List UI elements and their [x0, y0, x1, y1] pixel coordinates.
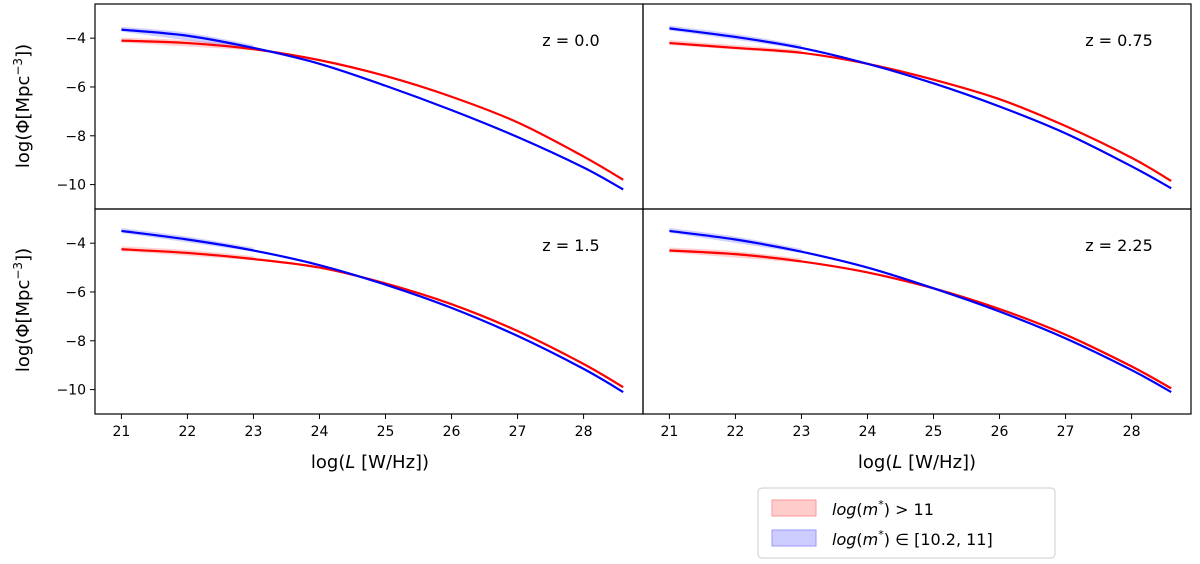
series-line-panel-1-red [669, 41, 1172, 182]
legend-label-0: log(m*) > 11 [832, 498, 934, 519]
panel-2: z = 1.5 [121, 228, 624, 393]
ytick-label: −8 [65, 129, 86, 145]
ytick-label: −6 [65, 80, 86, 96]
panel-label-2: z = 1.5 [542, 236, 599, 255]
legend-swatch-blue [771, 529, 817, 547]
xtick-label: 22 [179, 424, 197, 440]
panel-label-1: z = 0.75 [1085, 31, 1153, 50]
series-line-panel-2-blue [121, 229, 624, 393]
ytick-label: −4 [65, 236, 86, 252]
panel-0: z = 0.0 [121, 26, 624, 191]
legend-frame [757, 487, 1056, 559]
legend-swatch-red [771, 499, 817, 517]
ytick-label: −8 [65, 334, 86, 350]
xtick-label: 27 [509, 424, 527, 440]
xlabel-right: log(L [W/Hz]) [858, 452, 976, 473]
xtick-label: 22 [727, 424, 745, 440]
series-line-panel-2-red [121, 248, 624, 389]
ylabel-bottom: log(Φ[Mpc−3]) [11, 248, 34, 372]
xtick-label: 25 [377, 424, 395, 440]
panel-1: z = 0.75 [669, 25, 1172, 190]
axes-layer: −4 −6 −8 −10 −4 −6 −8 −10 21 22 23 24 25 26 27 28 21 22 23… [56, 3, 1192, 440]
xtick-label: 25 [925, 424, 943, 440]
panel-label-0: z = 0.0 [542, 31, 599, 50]
series-line-panel-0-blue [121, 28, 624, 191]
ylabel-top: log(Φ[Mpc−3]) [11, 44, 34, 168]
legend-label-1: log(m*) ∈ [10.2, 11] [832, 528, 993, 549]
xtick-label: 23 [245, 424, 263, 440]
xtick-label: 26 [443, 424, 461, 440]
panel-3: z = 2.25 [669, 228, 1172, 394]
panels-layer: z = 0.0 z = 0.75 z = 1.5 z = 2.25 [121, 25, 1172, 394]
xtick-label: 28 [1123, 424, 1141, 440]
xtick-label: 23 [793, 424, 811, 440]
legend: log(m*) > 11 log(m*) ∈ [10.2, 11] [757, 487, 1056, 559]
series-line-panel-0-red [121, 39, 624, 181]
series-line-panel-1-blue [669, 27, 1172, 190]
xtick-label: 21 [112, 424, 130, 440]
ytick-label: −10 [56, 178, 86, 194]
xlabel-left: log(L [W/Hz]) [311, 452, 429, 473]
xtick-label: 24 [311, 424, 329, 440]
ytick-label: −4 [65, 31, 86, 47]
xtick-label: 28 [575, 424, 593, 440]
xtick-label: 26 [991, 424, 1009, 440]
series-line-panel-3-blue [669, 229, 1172, 394]
panel-label-3: z = 2.25 [1085, 236, 1153, 255]
xtick-label: 21 [660, 424, 678, 440]
panel-frame-3 [642, 208, 1192, 415]
ytick-label: −10 [56, 383, 86, 399]
ytick-label: −6 [65, 285, 86, 301]
xtick-label: 24 [859, 424, 877, 440]
xtick-label: 27 [1057, 424, 1075, 440]
series-line-panel-3-red [669, 249, 1172, 390]
